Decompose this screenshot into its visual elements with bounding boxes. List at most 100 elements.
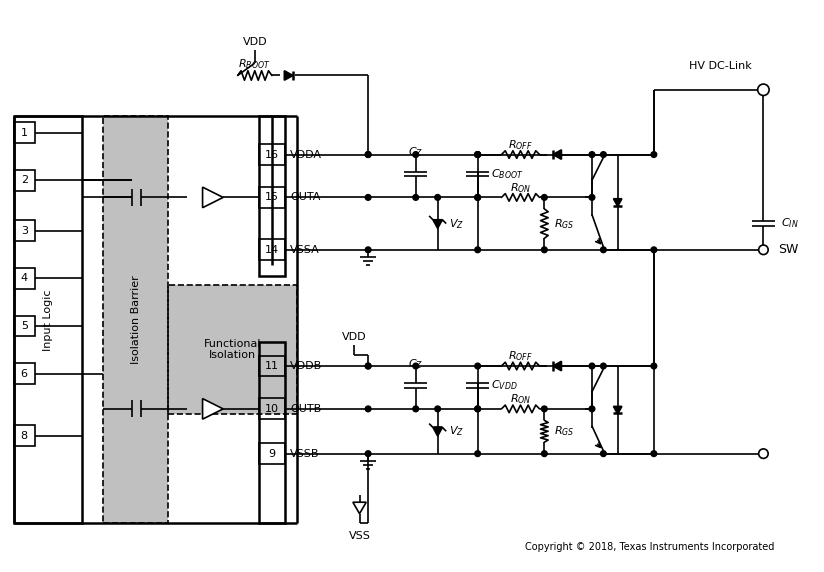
Bar — [259, 399, 285, 419]
Circle shape — [475, 451, 480, 456]
Circle shape — [365, 152, 371, 157]
Polygon shape — [203, 399, 223, 419]
Text: 1: 1 — [21, 128, 28, 138]
Text: SW: SW — [778, 243, 798, 256]
Text: $R_{BOOT}$: $R_{BOOT}$ — [238, 57, 271, 71]
Text: $C_Z$: $C_Z$ — [408, 145, 424, 160]
Bar — [259, 239, 285, 260]
Text: Functional
Isolation: Functional Isolation — [204, 339, 261, 360]
Bar — [259, 356, 285, 376]
Circle shape — [365, 451, 371, 456]
Text: Isolation Barrier: Isolation Barrier — [131, 276, 141, 364]
Text: $R_{ON}$: $R_{ON}$ — [510, 392, 531, 406]
Circle shape — [475, 406, 480, 412]
Bar — [103, 117, 168, 523]
Text: 4: 4 — [21, 273, 28, 283]
Circle shape — [589, 152, 595, 157]
Text: $C_{IN}$: $C_{IN}$ — [780, 216, 798, 230]
Text: VSSB: VSSB — [290, 448, 320, 459]
Text: VDDB: VDDB — [290, 361, 322, 371]
Polygon shape — [433, 220, 442, 228]
Polygon shape — [614, 406, 622, 414]
Text: $R_{ON}$: $R_{ON}$ — [510, 181, 531, 195]
Bar — [103, 117, 168, 523]
Bar — [14, 363, 35, 384]
Circle shape — [601, 247, 606, 253]
Bar — [14, 220, 35, 241]
Circle shape — [365, 247, 371, 253]
Circle shape — [475, 152, 480, 157]
Text: OUTA: OUTA — [290, 192, 321, 202]
Text: 3: 3 — [21, 226, 28, 236]
Text: OUTB: OUTB — [290, 404, 321, 414]
Bar — [168, 285, 297, 414]
Circle shape — [541, 194, 547, 200]
Circle shape — [475, 194, 480, 200]
Circle shape — [435, 194, 441, 200]
Circle shape — [413, 152, 419, 157]
Circle shape — [413, 363, 419, 369]
Circle shape — [541, 247, 547, 253]
Circle shape — [475, 247, 480, 253]
Circle shape — [541, 406, 547, 412]
Circle shape — [365, 152, 371, 157]
Circle shape — [541, 451, 547, 456]
Bar — [14, 170, 35, 190]
Circle shape — [651, 152, 657, 157]
Circle shape — [475, 152, 480, 157]
Text: $R_{OFF}$: $R_{OFF}$ — [508, 349, 533, 363]
Circle shape — [589, 406, 595, 412]
Circle shape — [758, 84, 769, 96]
Circle shape — [651, 247, 657, 253]
Circle shape — [651, 363, 657, 369]
Text: 2: 2 — [21, 175, 28, 185]
Bar — [259, 144, 285, 165]
Circle shape — [601, 363, 606, 369]
Bar — [14, 425, 35, 446]
Text: $V_Z$: $V_Z$ — [449, 217, 464, 231]
Text: VSSA: VSSA — [290, 245, 320, 255]
Circle shape — [759, 245, 768, 255]
Circle shape — [365, 194, 371, 200]
Bar — [168, 285, 297, 414]
Bar — [14, 117, 82, 523]
Polygon shape — [203, 187, 223, 208]
Circle shape — [435, 406, 441, 412]
Polygon shape — [433, 427, 442, 436]
Circle shape — [413, 194, 419, 200]
Polygon shape — [553, 362, 561, 371]
Bar — [259, 342, 285, 523]
Text: 16: 16 — [265, 149, 279, 160]
Circle shape — [759, 449, 768, 458]
Circle shape — [651, 451, 657, 456]
Circle shape — [365, 406, 371, 412]
Text: VDD: VDD — [341, 332, 366, 343]
Text: 9: 9 — [269, 448, 275, 459]
Text: Copyright © 2018, Texas Instruments Incorporated: Copyright © 2018, Texas Instruments Inco… — [525, 542, 775, 552]
Text: $V_Z$: $V_Z$ — [449, 424, 464, 438]
Circle shape — [589, 194, 595, 200]
Text: $R_{GS}$: $R_{GS}$ — [554, 424, 574, 438]
Bar — [14, 316, 35, 336]
Text: $C_{BOOT}$: $C_{BOOT}$ — [491, 166, 523, 181]
Bar — [259, 187, 285, 208]
Bar — [259, 443, 285, 464]
Text: $C_Z$: $C_Z$ — [408, 357, 424, 371]
Text: 11: 11 — [265, 361, 279, 371]
Circle shape — [475, 152, 480, 157]
Text: HV DC-Link: HV DC-Link — [689, 61, 752, 71]
Text: 10: 10 — [265, 404, 279, 414]
Circle shape — [475, 194, 480, 200]
Polygon shape — [284, 71, 293, 80]
Circle shape — [589, 363, 595, 369]
Text: $C_{VDD}$: $C_{VDD}$ — [491, 378, 517, 392]
Text: VDD: VDD — [242, 37, 267, 47]
Bar — [14, 268, 35, 289]
Circle shape — [475, 406, 480, 412]
Circle shape — [601, 451, 606, 456]
Circle shape — [475, 363, 480, 369]
Text: VDDA: VDDA — [290, 149, 322, 160]
Text: $R_{GS}$: $R_{GS}$ — [554, 217, 574, 231]
Circle shape — [601, 152, 606, 157]
Circle shape — [413, 406, 419, 412]
